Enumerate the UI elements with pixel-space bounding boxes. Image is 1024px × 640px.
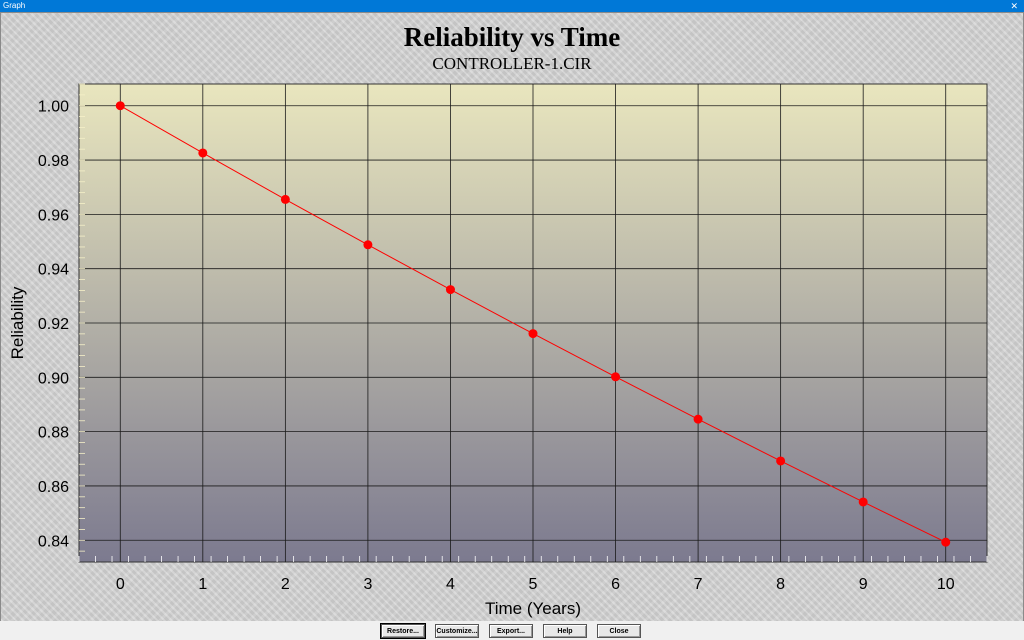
x-tick-label: 2 [281, 576, 290, 593]
y-tick-label: 0.84 [38, 533, 69, 550]
window-title: Graph [3, 1, 26, 10]
chart-title: Reliability vs Time [404, 22, 621, 52]
customize-button[interactable]: Customize... [435, 624, 479, 638]
y-tick-label: 1.00 [38, 99, 69, 116]
export-button[interactable]: Export... [489, 624, 533, 638]
data-point [611, 372, 621, 382]
x-tick-label: 1 [198, 576, 207, 593]
data-point [941, 537, 951, 547]
help-button[interactable]: Help [543, 624, 587, 638]
window-titlebar: Graph ✕ [0, 0, 1024, 12]
data-point [280, 194, 290, 204]
x-axis-label: Time (Years) [485, 599, 581, 618]
button-bar: Restore... Customize... Export... Help C… [0, 621, 1024, 640]
y-axis-label: Reliability [8, 286, 27, 359]
x-tick-label: 4 [446, 576, 455, 593]
data-point [693, 414, 703, 424]
y-tick-label: 0.88 [38, 425, 69, 442]
y-tick-label: 0.90 [38, 370, 69, 387]
y-tick-label: 0.98 [38, 153, 69, 170]
x-tick-label: 3 [363, 576, 372, 593]
data-point [115, 101, 125, 111]
restore-button[interactable]: Restore... [380, 623, 426, 639]
data-point [445, 285, 455, 295]
data-point [528, 329, 538, 339]
x-tick-label: 9 [859, 576, 868, 593]
graph-panel: Reliability vs Time CONTROLLER-1.CIR 0.8… [0, 12, 1024, 622]
y-tick-label: 0.94 [38, 262, 69, 279]
data-point [363, 240, 373, 250]
x-tick-label: 10 [937, 576, 955, 593]
x-tick-label: 5 [529, 576, 538, 593]
close-icon[interactable]: ✕ [1010, 1, 1018, 11]
data-point [198, 148, 208, 158]
y-tick-label: 0.92 [38, 316, 69, 333]
x-tick-label: 0 [116, 576, 125, 593]
data-point [858, 497, 868, 507]
data-point [776, 456, 786, 466]
x-tick-label: 7 [694, 576, 703, 593]
close-button[interactable]: Close [597, 624, 641, 638]
chart-subtitle: CONTROLLER-1.CIR [432, 54, 592, 73]
y-tick-label: 0.86 [38, 479, 69, 496]
reliability-chart: Reliability vs Time CONTROLLER-1.CIR 0.8… [8, 22, 988, 618]
x-tick-label: 8 [776, 576, 785, 593]
y-tick-label: 0.96 [38, 207, 69, 224]
x-tick-label: 6 [611, 576, 620, 593]
